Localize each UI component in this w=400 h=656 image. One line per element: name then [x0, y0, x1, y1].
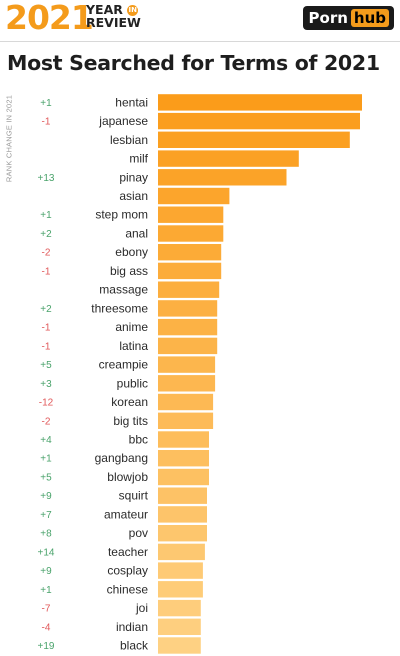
- header: 2021 YEAR IN REVIEW Porn hub: [0, 0, 400, 40]
- rank-change-label: +2: [40, 304, 52, 315]
- bar-public: [158, 375, 216, 392]
- bar-lesbian: [158, 131, 350, 148]
- bar-teacher: [158, 543, 205, 561]
- rank-change-label: +2: [40, 229, 52, 240]
- category-label: lesbian: [110, 133, 148, 147]
- rank-change-label: +3: [40, 379, 52, 390]
- category-label: bbc: [129, 433, 148, 447]
- rank-change-label: +1: [40, 585, 52, 596]
- category-label: anime: [115, 320, 148, 334]
- logo-part1: Porn: [308, 9, 348, 27]
- category-label: black: [120, 639, 149, 653]
- bar-anal: [158, 225, 224, 242]
- rank-change-label: +4: [40, 435, 52, 446]
- bar-asian: [158, 187, 230, 205]
- bar-blowjob: [158, 468, 209, 486]
- year-in-review-in: IN: [127, 5, 139, 16]
- rank-change-label: +9: [40, 566, 52, 577]
- category-label: korean: [111, 395, 148, 409]
- rank-change-label: -1: [42, 266, 51, 277]
- bar-korean: [158, 393, 214, 411]
- bar-anime: [158, 318, 218, 336]
- category-label: hentai: [115, 95, 148, 109]
- category-label: threesome: [91, 301, 148, 315]
- year-in-review-line1: YEAR: [86, 2, 123, 17]
- bar-ebony: [158, 244, 222, 261]
- rank-change-label: -12: [39, 398, 54, 409]
- category-label: milf: [129, 152, 148, 166]
- rank-change-label: +1: [40, 454, 52, 465]
- category-label: latina: [119, 339, 148, 353]
- category-label: pinay: [119, 170, 148, 184]
- chart-title: Most Searched for Terms of 2021: [7, 51, 380, 75]
- category-label: step mom: [95, 208, 148, 222]
- bar-massage: [158, 281, 220, 298]
- category-label: squirt: [119, 489, 149, 503]
- category-label: japanese: [98, 114, 148, 128]
- rank-change-label: -7: [42, 604, 51, 615]
- category-label: ebony: [115, 245, 148, 259]
- rank-change-label: +8: [40, 529, 52, 540]
- rank-change-label: -1: [42, 117, 51, 128]
- bar-pov: [158, 525, 207, 542]
- rank-change-label: +5: [40, 473, 52, 484]
- category-label: big tits: [113, 414, 148, 428]
- category-label: chinese: [107, 582, 149, 596]
- rank-change-label: +14: [38, 547, 55, 558]
- bar-indian: [158, 618, 201, 635]
- bar-black: [158, 637, 201, 654]
- category-label: blowjob: [107, 470, 148, 484]
- rank-change-label: +13: [38, 173, 55, 184]
- bar-big-ass: [158, 262, 222, 280]
- rank-change-label: +5: [40, 360, 52, 371]
- category-label: big ass: [110, 264, 148, 278]
- category-label: joi: [135, 601, 148, 615]
- rank-change-label: +9: [40, 491, 52, 502]
- rank-change-label: +1: [40, 210, 52, 221]
- category-label: indian: [116, 620, 148, 634]
- bar-pinay: [158, 169, 287, 186]
- bar-creampie: [158, 356, 216, 373]
- year-logo: 2021: [5, 0, 94, 37]
- year-in-review-line2: REVIEW: [86, 15, 141, 30]
- bar-chinese: [158, 581, 203, 598]
- rank-change-label: -2: [42, 416, 51, 427]
- bar-threesome: [158, 300, 218, 317]
- brand-logo: Porn hub: [302, 6, 394, 30]
- category-label: pov: [129, 526, 148, 540]
- year-in-review-logo: YEAR IN REVIEW: [86, 3, 141, 29]
- bar-bbc: [158, 431, 209, 448]
- bar-gangbang: [158, 450, 209, 467]
- bar-latina: [158, 337, 218, 355]
- category-label: public: [117, 376, 148, 390]
- bar-milf: [158, 150, 299, 167]
- bar-amateur: [158, 506, 207, 523]
- bar-hentai: [158, 94, 362, 111]
- rank-change-label: +1: [40, 98, 52, 109]
- category-label: gangbang: [95, 451, 148, 465]
- logo-part2: hub: [350, 9, 389, 27]
- rank-change-label: -4: [42, 622, 51, 633]
- rank-change-label: -1: [42, 341, 51, 352]
- bar-japanese: [158, 112, 360, 130]
- rank-change-label: +19: [38, 641, 55, 652]
- bar-cosplay: [158, 562, 203, 579]
- rank-change-label: +7: [40, 510, 52, 521]
- category-label: asian: [119, 189, 148, 203]
- header-divider: [0, 41, 400, 42]
- rank-change-label: -2: [42, 248, 51, 259]
- category-label: creampie: [99, 358, 149, 372]
- bar-step-mom: [158, 206, 224, 223]
- category-label: cosplay: [107, 564, 148, 578]
- bar-squirt: [158, 487, 207, 504]
- category-label: teacher: [108, 545, 148, 559]
- category-label: massage: [99, 283, 148, 297]
- bar-big-tits: [158, 412, 214, 429]
- bar-joi: [158, 599, 201, 617]
- category-label: anal: [125, 227, 148, 241]
- category-label: amateur: [104, 507, 148, 521]
- rank-change-label: -1: [42, 323, 51, 334]
